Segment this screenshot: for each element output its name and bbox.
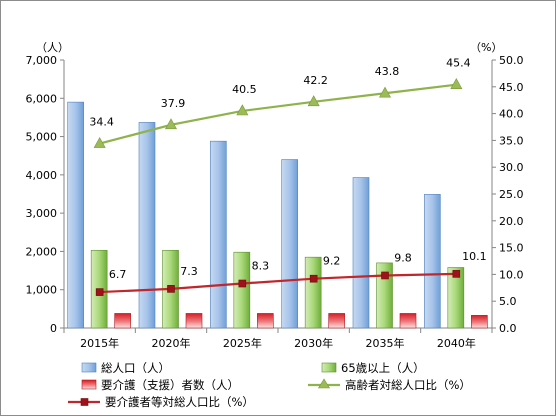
legend-care-ratio-label: 要介護者等対総人口比（%） xyxy=(105,395,254,409)
left-tick-label: 1,000 xyxy=(26,284,58,297)
bar-total-population xyxy=(281,159,298,329)
care-ratio-label: 9.8 xyxy=(394,251,412,264)
right-axis-unit: （%） xyxy=(470,41,502,54)
care-ratio-marker xyxy=(238,279,247,288)
bar-care-recipients xyxy=(328,313,345,329)
legend-care-recipients-swatch xyxy=(81,379,97,390)
x-tick-label: 2030年 xyxy=(294,336,333,350)
legend-care-recipients-label: 要介護（支援）者数（人） xyxy=(101,378,239,392)
x-tick-label: 2025年 xyxy=(223,336,262,350)
care-ratio-marker xyxy=(309,274,318,283)
right-tick-label: 35.0 xyxy=(499,134,524,147)
aged-ratio-marker xyxy=(93,136,106,148)
left-tick-label: 3,000 xyxy=(26,207,58,220)
legend-aged-ratio-label: 高齢者対総人口比（%） xyxy=(345,378,471,392)
legend-aged-ratio-marker xyxy=(317,378,331,389)
aged-ratio-marker xyxy=(450,78,463,89)
bar-total-population xyxy=(210,140,227,329)
care-ratio-label: 9.2 xyxy=(323,255,341,268)
left-tick-label: 7,000 xyxy=(26,54,58,67)
right-tick-label: 25.0 xyxy=(499,188,524,201)
legend-total-population-swatch xyxy=(81,362,97,373)
right-tick-label: 30.0 xyxy=(499,161,524,174)
care-ratio-label: 6.7 xyxy=(109,268,127,281)
legend-total-population-label: 総人口（人） xyxy=(101,361,170,375)
line-care-ratio xyxy=(99,272,457,294)
bar-total-population xyxy=(424,194,441,329)
care-ratio-marker xyxy=(95,288,104,296)
bar-aged-65-plus xyxy=(304,256,322,329)
right-tick-label: 15.0 xyxy=(499,242,524,255)
x-tick-label: 2035年 xyxy=(366,336,405,350)
care-ratio-label: 7.3 xyxy=(180,265,198,278)
right-tick-label: 40.0 xyxy=(499,108,524,121)
line-aged-ratio xyxy=(99,83,457,145)
bar-aged-65-plus xyxy=(233,251,251,329)
aged-ratio-label: 43.8 xyxy=(375,65,400,78)
legend: 総人口（人） 65歳以上（人） 要介護（支援）者数（人） 高齢者対総人口比（%） 要介護… xyxy=(68,361,471,409)
aged-ratio-label: 42.2 xyxy=(303,74,328,87)
care-ratio-label: 10.1 xyxy=(462,250,487,263)
aged-ratio-label: 34.4 xyxy=(89,116,114,129)
aged-ratio-marker xyxy=(378,86,392,98)
aged-ratio-label: 45.4 xyxy=(446,57,471,70)
right-tick-label: 10.0 xyxy=(499,268,524,281)
legend-aged-65-plus-swatch xyxy=(321,362,337,373)
legend-aged-65-plus-label: 65歳以上（人） xyxy=(341,361,425,375)
right-tick-label: 20.0 xyxy=(499,215,524,228)
left-tick-label: 5,000 xyxy=(26,131,58,144)
left-axis-unit: （人） xyxy=(36,41,69,54)
aged-ratio-label: 40.5 xyxy=(232,83,257,96)
x-tick-label: 2040年 xyxy=(437,336,476,350)
right-tick-label: 0.0 xyxy=(499,322,517,335)
bar-care-recipients xyxy=(471,315,488,329)
aged-ratio-label: 37.9 xyxy=(161,97,186,110)
bar-total-population xyxy=(352,177,370,329)
left-tick-label: 4,000 xyxy=(26,169,58,182)
left-tick-label: 6,000 xyxy=(26,92,58,105)
care-ratio-marker xyxy=(381,271,389,280)
bar-care-recipients xyxy=(114,313,131,329)
care-ratio-marker xyxy=(167,285,175,293)
aged-ratio-marker xyxy=(307,95,320,107)
bar-aged-65-plus xyxy=(447,267,465,329)
right-tick-label: 5.0 xyxy=(499,295,517,308)
left-tick-label: 0 xyxy=(50,322,57,335)
aged-ratio-marker xyxy=(236,104,249,116)
x-tick-label: 2015年 xyxy=(80,336,119,350)
bar-care-recipients xyxy=(257,313,274,329)
legend-care-ratio-marker xyxy=(80,398,89,406)
right-tick-label: 50.0 xyxy=(499,54,524,67)
right-tick-label: 45.0 xyxy=(499,81,524,94)
care-ratio-marker xyxy=(452,270,461,278)
bar-total-population xyxy=(67,101,84,329)
left-tick-label: 2,000 xyxy=(26,245,58,258)
x-tick-label: 2020年 xyxy=(152,336,191,350)
bar-care-recipients xyxy=(185,313,203,329)
care-ratio-label: 8.3 xyxy=(252,260,270,273)
bar-total-population xyxy=(138,122,156,329)
aged-ratio-marker xyxy=(164,118,178,130)
bar-care-recipients xyxy=(399,313,417,329)
